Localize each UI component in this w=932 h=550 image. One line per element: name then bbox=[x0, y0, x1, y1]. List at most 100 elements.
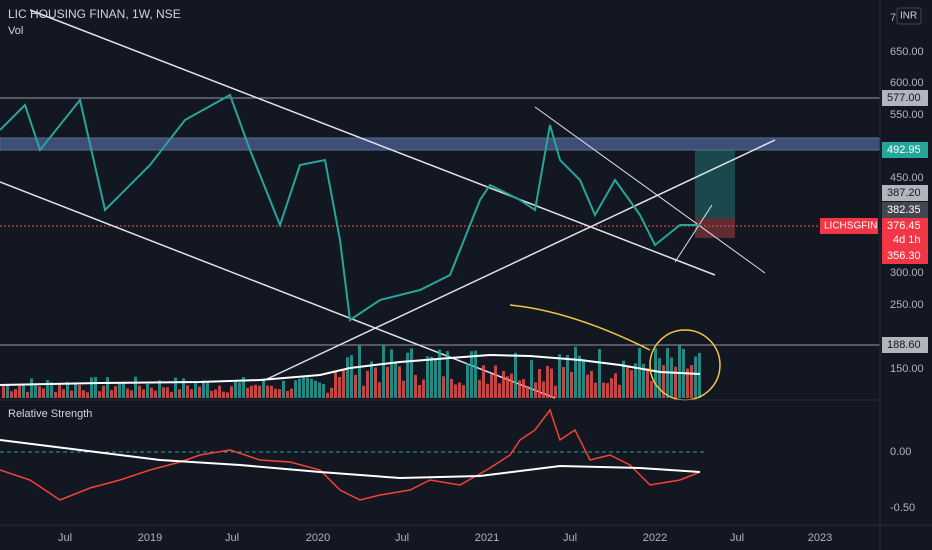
volume-bar bbox=[98, 391, 101, 398]
indicator-label: Relative Strength bbox=[8, 408, 92, 420]
volume-bar bbox=[498, 383, 501, 398]
price-label: 150.00 bbox=[890, 363, 924, 375]
volume-bar bbox=[198, 386, 201, 398]
volume-bar bbox=[86, 392, 89, 398]
tag-bg bbox=[882, 142, 928, 158]
price-tag: 356.30 bbox=[887, 250, 921, 262]
volume-bar bbox=[310, 378, 313, 398]
volume-bar bbox=[150, 387, 153, 398]
volume-bar bbox=[390, 349, 393, 398]
volume-bar bbox=[546, 365, 549, 398]
price-tag: 376.45 bbox=[887, 220, 921, 232]
volume-bar bbox=[234, 381, 237, 398]
volume-bar bbox=[638, 347, 641, 398]
volume-bar bbox=[294, 380, 297, 398]
volume-bar bbox=[578, 355, 581, 398]
volume-bars bbox=[2, 344, 701, 398]
time-label: Jul bbox=[395, 532, 409, 544]
volume-bar bbox=[74, 383, 77, 398]
volume-bar bbox=[242, 377, 245, 398]
currency-badge[interactable] bbox=[896, 7, 922, 25]
volume-bar bbox=[186, 385, 189, 398]
volume-bar bbox=[662, 365, 665, 398]
volume-bar bbox=[290, 388, 293, 398]
volume-bar bbox=[630, 370, 633, 398]
volume-bar bbox=[246, 387, 249, 398]
price-label: 300.00 bbox=[890, 267, 924, 279]
volume-bar bbox=[370, 361, 373, 398]
rs-line bbox=[0, 408, 701, 501]
volume-bar bbox=[326, 392, 329, 398]
time-label: 2021 bbox=[475, 532, 499, 544]
volume-bar bbox=[618, 384, 621, 398]
volume-bar bbox=[158, 380, 161, 398]
price-label: 550.00 bbox=[890, 109, 924, 121]
time-label: Jul bbox=[225, 532, 239, 544]
volume-bar bbox=[258, 385, 261, 398]
volume-bar bbox=[522, 379, 525, 398]
volume-bar bbox=[26, 391, 29, 398]
volume-bar bbox=[694, 356, 697, 398]
volume-bar bbox=[82, 390, 85, 398]
volume-bar bbox=[622, 360, 625, 398]
time-label: Jul bbox=[58, 532, 72, 544]
volume-bar bbox=[658, 358, 661, 398]
volume-bar bbox=[302, 376, 305, 398]
tag-bg bbox=[882, 218, 928, 248]
symbol-title[interactable]: LIC HOUSING FINAN, 1W, NSE bbox=[8, 7, 181, 21]
volume-bar bbox=[154, 390, 157, 398]
volume-bar bbox=[50, 382, 53, 398]
volume-bar bbox=[162, 387, 165, 398]
volume-bar bbox=[202, 380, 205, 398]
time-label: Jul bbox=[730, 532, 744, 544]
volume-bar bbox=[178, 389, 181, 398]
volume-bar bbox=[278, 389, 281, 398]
volume-bar bbox=[586, 374, 589, 398]
volume-bar bbox=[538, 369, 541, 398]
volume-bar bbox=[410, 348, 413, 398]
volume-bar bbox=[454, 384, 457, 398]
time-axis: Jul 2019 Jul 2020 Jul 2021 Jul 2022 Jul 2023 bbox=[58, 532, 832, 544]
volume-bar bbox=[250, 385, 253, 398]
volume-bar bbox=[430, 356, 433, 398]
volume-bar bbox=[378, 382, 381, 398]
volume-bar bbox=[90, 377, 93, 398]
volume-bar bbox=[334, 370, 337, 398]
volume-bar bbox=[678, 345, 681, 398]
volume-bar bbox=[146, 384, 149, 398]
time-label: Jul bbox=[563, 532, 577, 544]
volume-bar bbox=[462, 385, 465, 398]
volume-bar bbox=[474, 350, 477, 398]
time-label: 2023 bbox=[808, 532, 832, 544]
volume-bar bbox=[686, 368, 689, 398]
volume-bar bbox=[494, 365, 497, 398]
volume-bar bbox=[650, 380, 653, 398]
volume-bar bbox=[2, 384, 5, 398]
volume-bar bbox=[338, 376, 341, 398]
volume-bar bbox=[230, 386, 233, 398]
volume-bar bbox=[266, 385, 269, 398]
rs-label: 0.00 bbox=[890, 446, 911, 458]
volume-bar bbox=[78, 385, 81, 398]
annotation-arrow bbox=[509, 304, 651, 351]
price-tag: 188.60 bbox=[887, 339, 921, 351]
volume-bar bbox=[550, 368, 553, 398]
currency[interactable]: INR bbox=[900, 11, 917, 22]
volume-bar bbox=[518, 380, 521, 398]
volume-bar bbox=[126, 388, 129, 398]
volume-bar bbox=[398, 366, 401, 398]
volume-bar bbox=[210, 390, 213, 398]
countdown: 4d 1h bbox=[893, 234, 921, 246]
volume-bar bbox=[350, 355, 353, 398]
volume-bar bbox=[46, 380, 49, 398]
volume-bar bbox=[562, 367, 565, 398]
volume-bar bbox=[574, 346, 577, 398]
time-label: 2020 bbox=[306, 532, 330, 544]
volume-bar bbox=[306, 377, 309, 398]
volume-bar bbox=[330, 387, 333, 398]
stop-box bbox=[695, 218, 735, 238]
volume-bar bbox=[418, 384, 421, 398]
tag-bg bbox=[882, 248, 928, 264]
volume-bar bbox=[506, 376, 509, 398]
